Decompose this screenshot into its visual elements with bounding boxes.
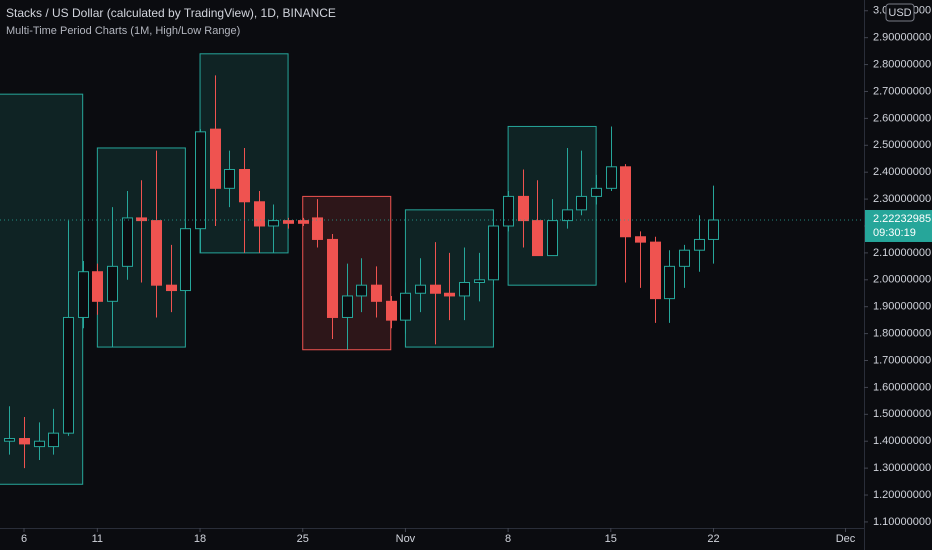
candle-body [180,228,191,292]
candle-body [195,131,206,230]
y-tick-label: 2.80000000 [873,58,931,70]
x-tick-label: 15 [605,533,617,545]
candle-body [224,168,235,189]
x-tick-label: 18 [194,533,206,545]
candle-body [532,220,543,257]
candle-body [78,271,89,318]
y-tick-label: 2.60000000 [873,112,931,124]
candle-body [708,219,719,240]
candle-body [210,128,221,189]
candle-body [400,292,411,321]
countdown-label: 09:30:19 [873,227,916,239]
x-tick-label: Dec [836,533,856,545]
y-tick-label: 2.10000000 [873,247,931,259]
candle-body [136,217,147,222]
last-price-badge [865,209,932,242]
x-tick-label: 25 [297,533,309,545]
candle-body [166,284,177,292]
candle-body [63,316,74,434]
y-tick-label: 2.40000000 [873,166,931,178]
candle-body [371,284,382,302]
currency-badge [885,3,915,22]
candle-body [19,438,30,445]
y-tick-label: 1.30000000 [873,462,931,474]
candle-body [591,187,602,197]
candle-body [444,292,455,297]
y-tick-label: 1.60000000 [873,381,931,393]
x-tick-label: 8 [505,533,511,545]
y-tick-label: 1.50000000 [873,408,931,420]
x-tick-label: 11 [92,533,103,545]
y-tick-label: 1.20000000 [873,489,931,501]
candle-body [547,220,558,257]
candle-body [430,284,441,294]
candle-body [107,265,118,302]
candle-body [650,241,661,300]
candle-body [356,284,367,297]
candle-body [562,209,573,222]
candle-body [268,220,279,227]
y-tick-label: 2.50000000 [873,139,931,151]
candle-body [283,220,294,224]
y-tick-label: 1.40000000 [873,435,931,447]
candle-body [34,440,45,448]
y-tick-label: 2.90000000 [873,32,931,44]
y-tick-label: 2.30000000 [873,193,931,205]
y-tick-label: 1.90000000 [873,301,931,313]
y-tick-label: 1.70000000 [873,354,931,366]
last-price-label: 2.22232985 [873,213,931,225]
x-tick-label: Nov [396,533,416,545]
y-tick-label: 2.00000000 [873,274,931,286]
candle-body [518,195,529,222]
candle-body [474,279,485,283]
candle-body [48,432,59,448]
candle-body [576,195,587,211]
candle-body [459,281,470,297]
candle-body [239,168,250,203]
candle-body [386,300,397,321]
candle-body [488,225,499,281]
candle-body [635,236,646,243]
candle-body [151,220,162,286]
plot-area [0,53,864,485]
currency-label: USD [888,7,911,19]
x-tick-label: 6 [21,533,27,545]
candle-body [679,249,690,267]
candle-body [312,217,323,240]
candle-body [620,166,631,238]
candle-body [503,195,514,227]
y-tick-label: 2.70000000 [873,85,931,97]
y-tick-label: 1.80000000 [873,328,931,340]
candle-body [254,201,265,227]
indicator-name: Multi-Time Period Charts (1M, High/Low R… [6,25,240,37]
chart-title: Stacks / US Dollar (calculated by Tradin… [6,6,336,20]
candle-body [327,238,338,318]
candle-body [92,271,103,302]
candle-body [664,265,675,300]
candle-body [694,238,705,251]
candle-body [298,220,309,224]
candle-body [342,295,353,318]
candle-body [415,284,426,294]
axes: 1.10000000 1.20000000 1.30000000 1.40000000… [21,3,932,545]
x-tick-label: 22 [707,533,719,545]
y-tick-label: 1.10000000 [873,516,931,528]
candle-body [606,166,617,189]
candle-body [122,217,133,267]
candle-body [4,438,15,442]
